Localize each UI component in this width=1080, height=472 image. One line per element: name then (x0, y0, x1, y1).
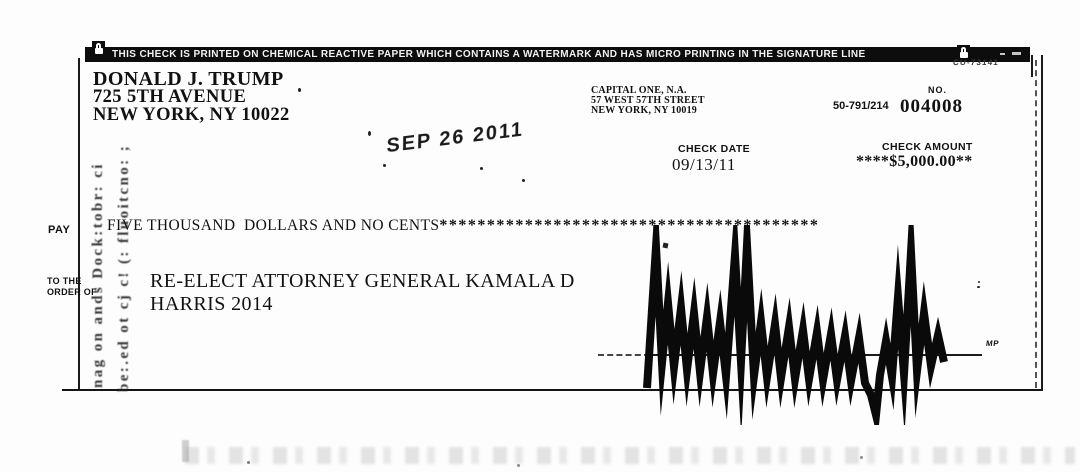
check-border-right-stub (1031, 55, 1033, 77)
signature-scribble (643, 225, 948, 425)
scan-speck (247, 461, 250, 464)
check-number-label: NO. (928, 85, 948, 95)
scan-speck (977, 286, 980, 288)
received-date-stamp: SEP 26 2011 (386, 118, 525, 158)
check-amount-label: CHECK AMOUNT (882, 141, 973, 153)
amount-in-words-line: FIVE THOUSAND DOLLARS AND NO CENTS******… (107, 217, 819, 235)
check-border-bottom (62, 389, 1043, 391)
routing-fraction: 50-791/214 (833, 100, 889, 112)
bank-block: CAPITAL ONE, N.A. 57 WEST 57TH STREET NE… (591, 86, 705, 116)
payer-name: DONALD J. TRUMP (93, 68, 284, 90)
payee-name-line1: RE-ELECT ATTORNEY GENERAL KAMALA D (150, 270, 575, 292)
payer-address-line2: NEW YORK, NY 10022 (93, 105, 290, 125)
payee-name: RE-ELECT ATTORNEY GENERAL KAMALA D HARRI… (150, 270, 575, 316)
scan-speck (368, 131, 371, 136)
check-border-right-inner (1035, 60, 1037, 388)
scan-speck (662, 242, 669, 249)
check-border-left (78, 58, 80, 390)
check-date-value: 09/13/11 (672, 155, 736, 174)
order-of-label: TO THE ORDER OF (47, 276, 97, 298)
payer-address-line1: 725 5TH AVENUE (93, 87, 247, 107)
signature-line-dashes (598, 354, 650, 356)
bank-name: CAPITAL ONE, N.A. (591, 85, 687, 96)
side-stamp-line2: be:.ed ot cj c! (: fluoitcno: ; (116, 143, 132, 392)
scan-speck (860, 456, 863, 459)
bank-address-line2: NEW YORK, NY 10019 (591, 105, 698, 116)
banner-scan-mark (1000, 53, 1005, 55)
security-banner-text: THIS CHECK IS PRINTED ON CHEMICAL REACTI… (112, 49, 866, 60)
payer-block: DONALD J. TRUMP 725 5TH AVENUE NEW YORK,… (93, 68, 290, 125)
micr-edge-mark (182, 440, 189, 462)
payee-name-line2: HARRIS 2014 (150, 293, 273, 315)
pay-label: PAY (48, 224, 71, 236)
scan-speck (383, 164, 386, 167)
padlock-icon (957, 45, 970, 61)
scan-speck (298, 88, 301, 92)
check-number-value: 004008 (900, 96, 963, 117)
form-code: CU-73141 (952, 58, 1000, 67)
scan-speck (517, 464, 520, 467)
order-of-label-line1: TO THE (47, 276, 82, 286)
amount-filler-asterisks: **************************************** (439, 217, 820, 234)
security-banner: THIS CHECK IS PRINTED ON CHEMICAL REACTI… (85, 47, 1030, 62)
scan-speck (480, 167, 483, 170)
order-of-label-line2: ORDER OF (47, 287, 97, 297)
padlock-icon (92, 41, 105, 58)
amount-in-words: FIVE THOUSAND DOLLARS AND NO CENTS (107, 217, 440, 234)
scan-speck (522, 179, 525, 182)
check-border-right (1041, 55, 1043, 391)
bank-address-line1: 57 WEST 57TH STREET (591, 95, 705, 106)
side-stamp-line1: nag on ands Dock:tobr: ci (90, 162, 106, 388)
banner-scan-mark (1012, 52, 1021, 55)
micr-line-smudge (185, 447, 1075, 464)
check-amount-value: ****$5,000.00** (856, 153, 973, 170)
check-date-label: CHECK DATE (678, 143, 751, 155)
scan-speck (978, 281, 980, 283)
